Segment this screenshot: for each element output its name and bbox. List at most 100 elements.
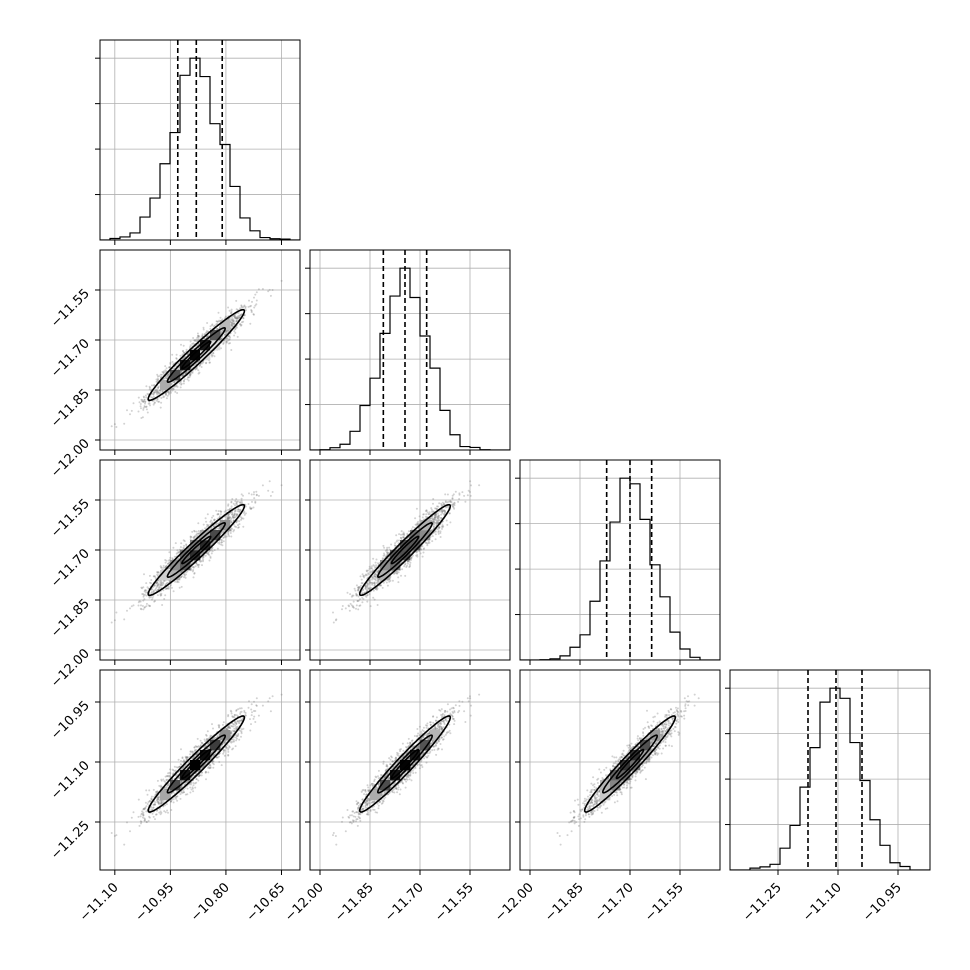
sample-point <box>151 588 153 591</box>
sample-point <box>143 406 146 409</box>
sample-point <box>164 566 167 569</box>
sample-point <box>143 573 145 576</box>
sample-point <box>396 572 399 575</box>
sample-point <box>236 315 239 318</box>
sample-point <box>180 570 183 573</box>
sample-point <box>366 584 369 587</box>
sample-point <box>195 367 198 370</box>
sample-point <box>140 608 143 611</box>
sample-point <box>374 575 376 578</box>
sample-point <box>355 604 358 607</box>
sample-point <box>215 527 218 530</box>
sample-point <box>373 574 375 577</box>
sample-point <box>239 508 242 511</box>
sample-point <box>449 521 452 524</box>
sample-point <box>183 351 185 354</box>
sample-point <box>373 584 376 587</box>
sample-point <box>374 579 377 582</box>
sample-point <box>234 316 236 319</box>
sample-point <box>185 543 188 546</box>
sample-point <box>352 606 355 609</box>
sample-point <box>425 509 428 512</box>
sample-point <box>216 320 219 323</box>
sample-point <box>431 540 434 543</box>
sample-point <box>429 517 432 520</box>
sample-point <box>235 502 238 505</box>
sample-point <box>442 509 445 512</box>
sample-point <box>215 523 218 525</box>
sample-point <box>230 349 233 351</box>
density-block <box>210 530 221 541</box>
sample-point <box>231 511 234 514</box>
sample-point <box>426 544 429 547</box>
sample-point <box>236 317 239 320</box>
sample-point <box>160 397 163 399</box>
sample-point <box>436 519 439 522</box>
sample-point <box>138 600 141 603</box>
sample-point <box>234 328 237 331</box>
sample-point <box>206 523 209 526</box>
sample-point <box>208 361 211 364</box>
sample-point <box>365 570 368 573</box>
sample-point <box>227 515 229 518</box>
sample-point <box>226 329 229 332</box>
sample-point <box>183 356 186 359</box>
sample-point <box>198 371 201 374</box>
panel-content <box>310 460 510 660</box>
sample-point <box>196 563 199 566</box>
sample-point <box>157 582 160 585</box>
sample-point <box>361 573 364 576</box>
sample-point <box>379 584 382 587</box>
sample-point <box>161 604 164 606</box>
sample-point <box>430 508 433 511</box>
sample-point <box>369 581 372 584</box>
sample-point <box>378 577 381 580</box>
panel-content <box>100 460 300 660</box>
sample-point <box>220 337 223 340</box>
sample-point <box>153 391 156 394</box>
sample-point <box>193 572 196 575</box>
sample-point <box>213 549 216 552</box>
sample-point <box>381 586 384 589</box>
sample-point <box>154 389 157 392</box>
sample-point <box>197 564 200 567</box>
sample-point <box>195 562 198 565</box>
sample-point <box>235 498 238 500</box>
sample-point <box>230 535 233 538</box>
sample-point <box>182 373 185 376</box>
sample-point <box>129 607 131 610</box>
sample-point <box>441 524 444 527</box>
sample-point <box>439 516 442 519</box>
sample-point <box>143 598 146 601</box>
sample-point <box>402 536 405 539</box>
sample-point <box>434 518 437 521</box>
sample-point <box>374 561 377 564</box>
sample-point <box>188 374 191 377</box>
sample-point <box>362 598 365 600</box>
sample-point <box>443 509 446 512</box>
sample-point <box>347 604 350 607</box>
sample-point <box>416 555 419 558</box>
sample-point <box>373 584 376 587</box>
sample-point <box>173 381 176 384</box>
sample-point <box>150 582 153 585</box>
sample-point <box>153 402 156 405</box>
sample-point <box>180 585 183 588</box>
sample-point <box>228 335 231 338</box>
sample-point <box>164 365 167 368</box>
sample-point <box>205 525 208 528</box>
sample-point <box>385 548 388 551</box>
sample-point <box>188 376 191 379</box>
sample-point <box>145 602 148 605</box>
sample-point <box>243 314 246 317</box>
panel-frame <box>99 459 301 661</box>
sample-point <box>158 391 161 394</box>
sample-point <box>437 517 440 520</box>
sample-point <box>383 546 386 549</box>
sample-point <box>155 391 158 394</box>
sample-point <box>368 567 371 570</box>
contour-level-1 <box>166 521 227 579</box>
sample-point <box>239 501 241 504</box>
sample-point <box>178 586 181 589</box>
sample-point <box>168 559 170 562</box>
